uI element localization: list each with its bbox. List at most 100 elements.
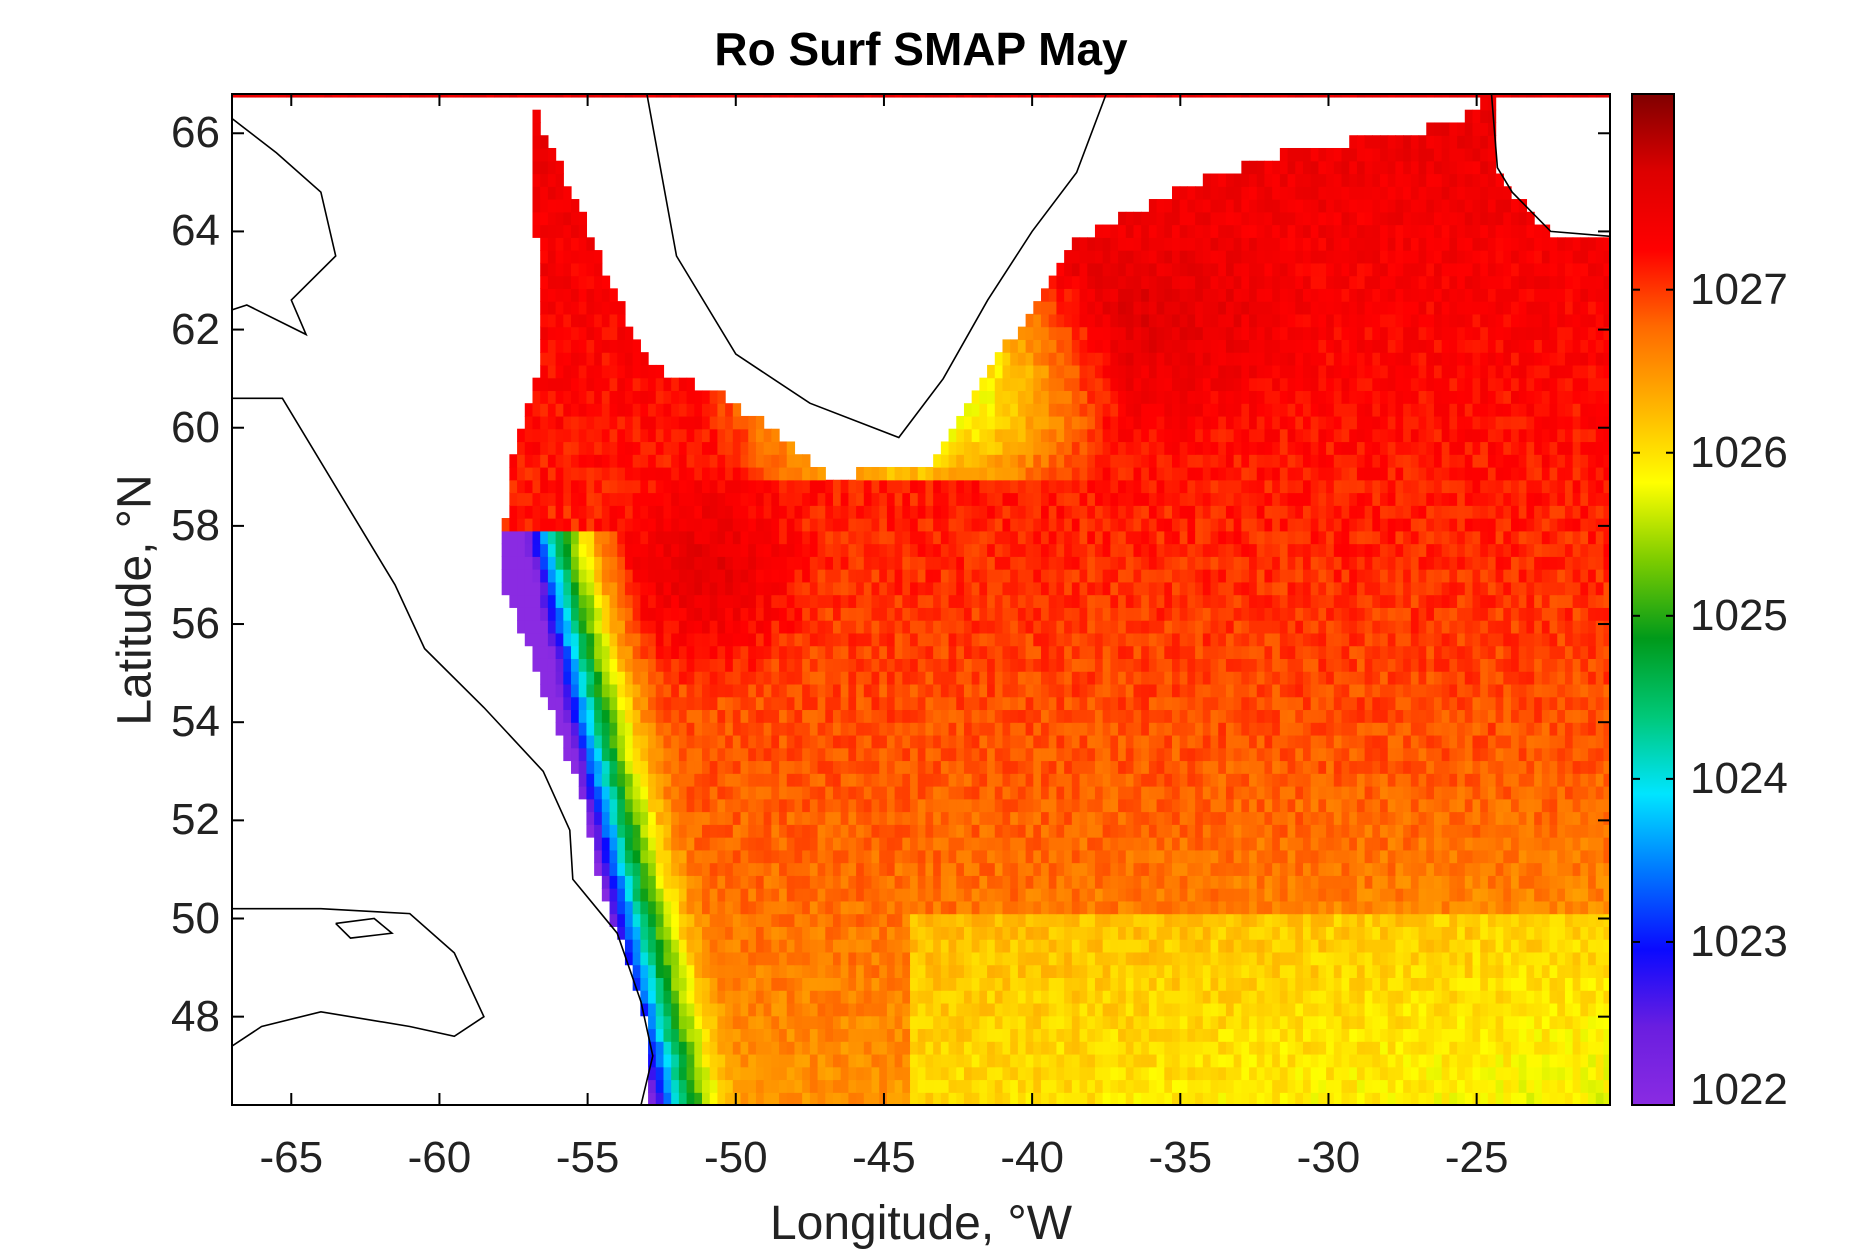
density-cell — [1387, 747, 1397, 762]
density-cell — [1002, 773, 1011, 787]
density-cell — [940, 900, 950, 915]
density-cell — [1410, 1092, 1420, 1105]
density-cell — [1503, 709, 1512, 723]
density-cell — [1272, 1066, 1281, 1081]
density-cell — [940, 977, 950, 991]
density-cell — [1295, 734, 1304, 749]
density-cell — [1210, 1028, 1219, 1042]
density-cell — [624, 722, 634, 736]
density-cell — [1087, 1041, 1096, 1055]
density-cell — [1164, 875, 1173, 889]
density-cell — [1225, 658, 1235, 672]
density-cell — [786, 811, 796, 825]
density-cell — [809, 990, 819, 1004]
density-cell — [1156, 1041, 1165, 1055]
density-cell — [1380, 734, 1389, 749]
density-cell — [848, 696, 857, 711]
density-cell — [1426, 658, 1435, 672]
density-cell — [671, 760, 680, 774]
density-cell — [933, 849, 942, 864]
density-cell — [979, 671, 988, 685]
density-cell — [609, 620, 618, 634]
density-cell — [1241, 773, 1250, 787]
density-cell — [925, 900, 934, 915]
density-cell — [1387, 722, 1397, 736]
density-cell — [856, 722, 865, 736]
density-cell — [1256, 696, 1266, 711]
density-cell — [825, 1028, 834, 1042]
density-cell — [1094, 632, 1104, 647]
density-cell — [948, 645, 957, 659]
density-cell — [594, 849, 603, 864]
density-cell — [894, 1015, 903, 1030]
density-cell — [1102, 1066, 1111, 1081]
density-cell — [740, 760, 749, 774]
density-cell — [1295, 913, 1304, 927]
density-cell — [1017, 1015, 1027, 1030]
density-cell — [1125, 734, 1135, 749]
density-cell — [1534, 990, 1543, 1004]
density-cell — [1041, 786, 1050, 800]
density-cell — [1580, 632, 1589, 647]
density-cell — [1118, 773, 1127, 787]
density-cell — [779, 1028, 788, 1042]
density-cell — [1118, 913, 1127, 927]
density-cell — [755, 862, 765, 876]
density-cell — [1487, 798, 1497, 813]
density-cell — [1326, 709, 1335, 723]
density-cell — [1295, 1002, 1304, 1017]
density-cell — [1549, 837, 1558, 851]
density-cell — [1272, 671, 1281, 685]
density-cell — [1133, 862, 1142, 876]
density-cell — [1464, 875, 1474, 889]
density-cell — [1372, 722, 1381, 736]
density-cell — [1264, 632, 1273, 647]
density-cell — [1133, 849, 1142, 864]
density-cell — [1025, 862, 1034, 876]
density-cell — [1094, 1002, 1104, 1017]
density-cell — [702, 747, 711, 762]
density-cell — [1225, 722, 1235, 736]
density-cell — [1326, 875, 1335, 889]
density-cell — [779, 760, 788, 774]
density-cell — [1433, 645, 1443, 659]
density-cell — [1125, 862, 1135, 876]
density-cell — [1233, 722, 1242, 736]
density-cell — [740, 1079, 749, 1093]
density-cell — [1187, 747, 1196, 762]
density-cell — [671, 773, 680, 787]
density-cell — [1449, 722, 1458, 736]
density-cell — [971, 913, 980, 927]
density-cell — [886, 977, 896, 991]
density-cell — [1079, 964, 1088, 978]
density-cell — [1148, 786, 1158, 800]
density-cell — [987, 747, 996, 762]
density-cell — [1164, 632, 1173, 647]
density-cell — [1087, 1079, 1096, 1093]
density-cell — [648, 977, 657, 991]
density-cell — [1441, 849, 1450, 864]
density-cell — [1094, 1041, 1104, 1055]
density-cell — [1048, 683, 1058, 698]
density-cell — [963, 683, 973, 698]
density-cell — [709, 939, 719, 953]
density-cell — [678, 913, 688, 927]
density-cell — [1017, 773, 1027, 787]
density-cell — [1418, 786, 1427, 800]
density-cell — [917, 926, 927, 940]
density-cell — [1048, 913, 1058, 927]
density-cell — [871, 837, 880, 851]
density-cell — [1302, 632, 1312, 647]
density-cell — [994, 849, 1004, 864]
density-cell — [755, 696, 765, 711]
density-cell — [1495, 709, 1504, 723]
density-cell — [1526, 1066, 1535, 1081]
density-cell — [1202, 798, 1212, 813]
density-cell — [671, 811, 680, 825]
density-cell — [1549, 990, 1558, 1004]
density-cell — [917, 645, 927, 659]
density-cell — [648, 926, 657, 940]
density-cell — [1179, 1041, 1189, 1055]
density-cell — [1341, 1041, 1350, 1055]
density-cell — [1195, 977, 1204, 991]
